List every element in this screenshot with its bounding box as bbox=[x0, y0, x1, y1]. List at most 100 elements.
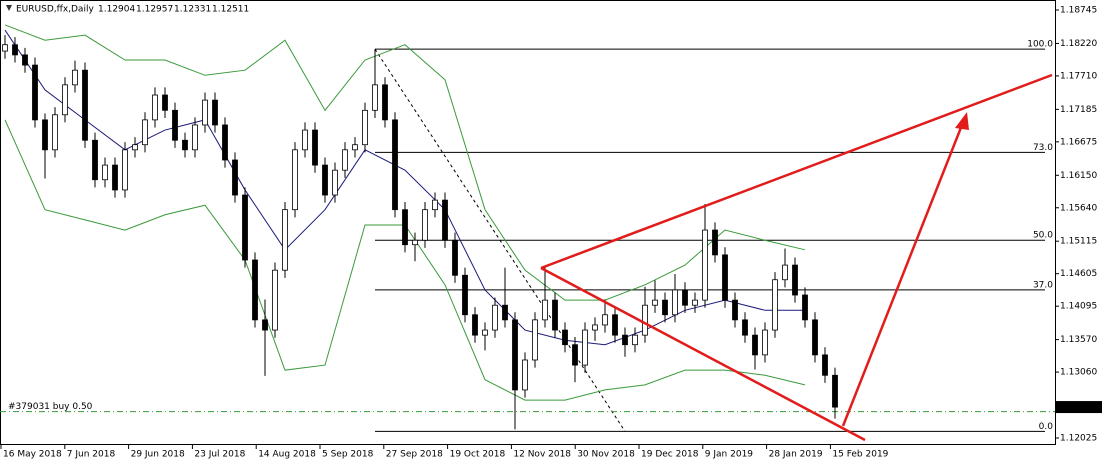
x-tick-label: 5 Sep 2018 bbox=[322, 450, 374, 460]
candle-body bbox=[402, 209, 408, 246]
candle-body bbox=[522, 359, 528, 391]
triangle-lower bbox=[540, 266, 866, 442]
y-tick-label: 1.17185 bbox=[1060, 105, 1097, 115]
y-tick-label: 1.16150 bbox=[1060, 171, 1097, 181]
candle-body bbox=[572, 344, 578, 366]
candle-body bbox=[752, 334, 758, 356]
candle-body bbox=[102, 164, 108, 181]
y-tick-label: 1.15115 bbox=[1060, 237, 1097, 247]
candle-body bbox=[22, 54, 28, 66]
x-tick-label: 12 Nov 2018 bbox=[513, 450, 571, 460]
candle-body bbox=[52, 114, 58, 151]
candle-body bbox=[662, 299, 668, 316]
y-tick-label: 1.14095 bbox=[1060, 302, 1097, 312]
candle-body bbox=[322, 164, 328, 196]
y-tick-label: 1.15640 bbox=[1060, 203, 1097, 213]
candle-body bbox=[32, 64, 38, 121]
y-tick-label: 1.13060 bbox=[1060, 368, 1097, 378]
ohlc-high: 1.12957 bbox=[136, 5, 173, 15]
candle-body bbox=[602, 314, 608, 326]
x-tick-label: 28 Jan 2019 bbox=[769, 450, 823, 460]
candle-body bbox=[122, 149, 128, 191]
price-box bbox=[1056, 401, 1102, 414]
fibo-label: 100.0 bbox=[1027, 40, 1053, 50]
candle-body bbox=[472, 314, 478, 336]
candle-body bbox=[192, 124, 198, 151]
candle-body bbox=[332, 169, 338, 196]
band-upper bbox=[4, 24, 806, 301]
candle-body bbox=[372, 84, 378, 111]
target-arrow bbox=[841, 124, 964, 427]
moving-average bbox=[4, 29, 805, 346]
y-tick-label: 1.14605 bbox=[1060, 269, 1097, 279]
candle-body bbox=[292, 149, 298, 211]
candle-body bbox=[592, 324, 598, 331]
candle-body bbox=[652, 299, 658, 306]
candle-body bbox=[2, 44, 8, 52]
candle-body bbox=[712, 229, 718, 256]
candle-body bbox=[392, 119, 398, 211]
candle-body bbox=[12, 44, 18, 56]
collapse-icon bbox=[6, 5, 12, 11]
x-tick-label: 7 Jun 2018 bbox=[67, 450, 116, 460]
candle-body bbox=[802, 294, 808, 321]
candle-body bbox=[462, 274, 468, 316]
candle-body bbox=[62, 84, 68, 116]
candle-body bbox=[832, 374, 838, 408]
candle-body bbox=[242, 194, 248, 261]
candle-body bbox=[702, 229, 708, 301]
price-box-label: 1.12511 bbox=[1060, 403, 1097, 413]
y-tick-label: 1.12025 bbox=[1060, 434, 1097, 444]
order-label: #379031 buy 0.50 bbox=[8, 402, 93, 412]
candle-body bbox=[632, 334, 638, 346]
x-tick-label: 23 Jul 2018 bbox=[194, 450, 245, 460]
candle-body bbox=[582, 329, 588, 366]
x-tick-label: 15 Feb 2019 bbox=[832, 450, 888, 460]
candle-body bbox=[82, 69, 88, 141]
candle-body bbox=[692, 299, 698, 306]
candle-body bbox=[612, 314, 618, 336]
candle-body bbox=[672, 289, 678, 316]
candle-body bbox=[742, 319, 748, 336]
fibo-label: 37.0 bbox=[1033, 280, 1053, 290]
candle-body bbox=[362, 109, 368, 146]
x-tick-label: 14 Aug 2018 bbox=[258, 450, 316, 460]
y-tick-label: 1.17710 bbox=[1060, 71, 1097, 81]
candle-body bbox=[282, 209, 288, 271]
candle-body bbox=[502, 304, 508, 321]
candle-body bbox=[302, 129, 308, 151]
candle-body bbox=[172, 109, 178, 141]
candle-body bbox=[762, 329, 768, 356]
candle-body bbox=[442, 199, 448, 241]
candle-body bbox=[112, 164, 118, 191]
ohlc-low: 1.12331 bbox=[174, 5, 211, 15]
candle-body bbox=[142, 119, 148, 146]
candle-body bbox=[262, 319, 268, 331]
fibo-label: 50.0 bbox=[1033, 231, 1053, 241]
candle-body bbox=[622, 334, 628, 346]
candle-body bbox=[92, 139, 98, 181]
candle-body bbox=[222, 124, 228, 161]
candle-body bbox=[722, 254, 728, 301]
y-tick-label: 1.13570 bbox=[1060, 335, 1097, 345]
candle-body bbox=[422, 209, 428, 241]
candle-body bbox=[552, 299, 558, 331]
x-tick-label: 9 Jan 2019 bbox=[705, 450, 753, 460]
x-tick-label: 27 Sep 2018 bbox=[386, 450, 443, 460]
candle-body bbox=[812, 319, 818, 356]
candle-body bbox=[352, 144, 358, 151]
x-tick-label: 29 Jun 2018 bbox=[131, 450, 185, 460]
candle-body bbox=[732, 299, 738, 321]
ohlc-open: 1.12904 bbox=[98, 5, 135, 15]
candle-body bbox=[782, 264, 788, 281]
candle-body bbox=[182, 139, 188, 151]
y-tick-label: 1.18745 bbox=[1060, 5, 1097, 15]
candle-body bbox=[132, 144, 138, 151]
fibo-label: 73.0 bbox=[1033, 143, 1053, 153]
ohlc-close: 1.12511 bbox=[212, 5, 249, 15]
candle-body bbox=[432, 199, 438, 211]
candle-body bbox=[162, 94, 168, 111]
y-tick-label: 1.18220 bbox=[1060, 39, 1097, 49]
candle-body bbox=[562, 329, 568, 346]
